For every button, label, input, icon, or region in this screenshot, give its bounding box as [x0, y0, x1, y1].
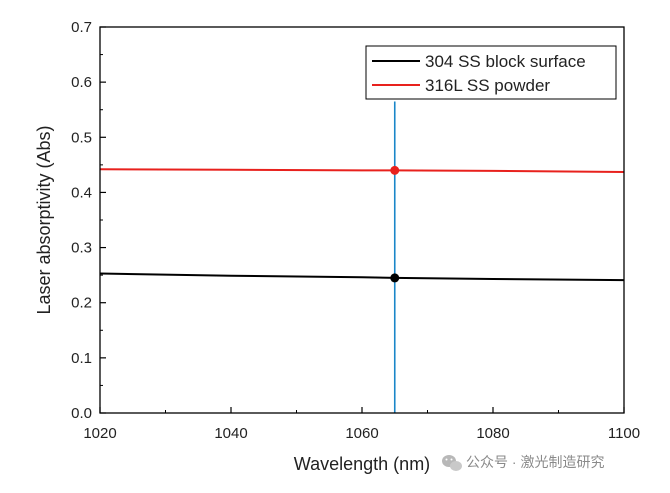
point-markers	[390, 165, 400, 283]
x-axis-title: Wavelength (nm)	[294, 454, 430, 474]
x-tick-label: 1040	[214, 425, 247, 442]
legend-label-304ss: 304 SS block surface	[425, 52, 586, 71]
x-tick-label: 1080	[476, 425, 509, 442]
legend-label-316l: 316L SS powder	[425, 76, 550, 95]
legend: 304 SS block surface 316L SS powder	[365, 45, 617, 100]
watermark-text: 公众号 · 激光制造研究	[466, 454, 604, 470]
y-tick-label: 0.5	[71, 129, 92, 146]
data-point-marker-1	[390, 273, 400, 283]
y-tick-label: 0.2	[71, 295, 92, 312]
series-line-1	[99, 168, 625, 173]
y-tick-label: 0.0	[71, 405, 92, 422]
y-tick-label: 0.1	[71, 350, 92, 367]
y-axis: 0.0 0.1 0.2 0.3 0.4 0.5 0.6 0.7	[71, 19, 106, 422]
x-tick-label: 1060	[345, 425, 378, 442]
x-tick-label: 1100	[608, 425, 640, 442]
y-axis-title: Laser absorptivity (Abs)	[34, 125, 54, 314]
series-line-0	[99, 272, 625, 282]
watermark: 公众号 · 激光制造研究	[442, 454, 604, 471]
data-point-marker-0	[390, 165, 400, 175]
legend-box	[365, 45, 617, 100]
y-tick-label: 0.4	[71, 184, 92, 201]
y-tick-label: 0.7	[71, 19, 92, 36]
x-tick-label: 1020	[83, 425, 116, 442]
x-axis: 1020 1040 1060 1080 1100	[83, 407, 640, 442]
wechat-icon	[442, 455, 462, 471]
y-tick-label: 0.6	[71, 74, 92, 91]
y-tick-label: 0.3	[71, 240, 92, 257]
series-lines	[99, 101, 625, 413]
